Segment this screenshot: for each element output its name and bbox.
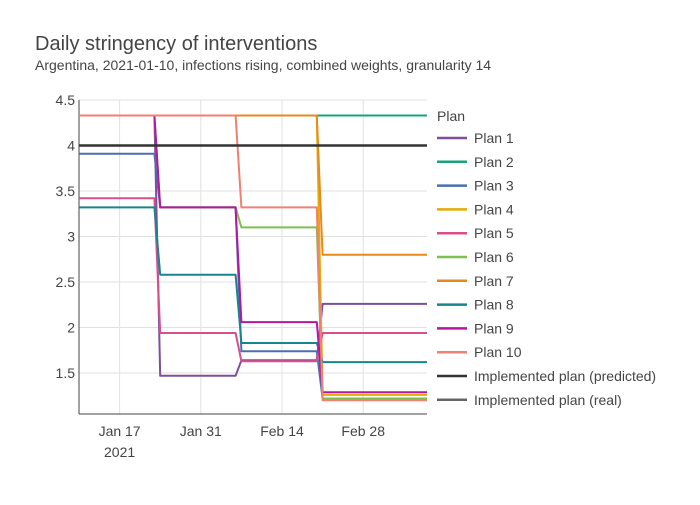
y-tick-label: 2.5 — [56, 274, 76, 290]
legend-label: Plan 4 — [474, 201, 514, 217]
series-line — [79, 114, 427, 402]
legend-label: Plan 10 — [474, 344, 522, 360]
legend: Plan Plan 1 Plan 2 Plan 3 Plan 4 Plan 5 Plan 6… — [437, 108, 656, 408]
legend-label: Implemented plan (predicted) — [474, 368, 656, 384]
legend-label: Plan 3 — [474, 178, 514, 194]
legend-label: Plan 6 — [474, 249, 514, 265]
series-layer — [79, 114, 427, 402]
y-tick-label: 1.5 — [56, 365, 76, 381]
legend-label: Plan 1 — [474, 130, 514, 146]
y-tick-label: 3.5 — [56, 183, 76, 199]
x-tick-label: Jan 17 — [99, 423, 141, 439]
legend-title: Plan — [437, 108, 465, 124]
y-tick-label: 2 — [67, 320, 75, 336]
chart-subtitle: Argentina, 2021-01-10, infections rising… — [35, 57, 491, 73]
x-tick-label: Jan 31 — [180, 423, 222, 439]
y-tick-label: 4.5 — [56, 92, 76, 108]
x-tick-label: Feb 14 — [260, 423, 304, 439]
chart-title: Daily stringency of interventions — [35, 33, 317, 55]
legend-label: Plan 5 — [474, 225, 514, 241]
y-tick-label: 3 — [67, 229, 75, 245]
legend-label: Plan 7 — [474, 273, 514, 289]
x-tick-sublabel: 2021 — [104, 444, 135, 460]
legend-label: Implemented plan (real) — [474, 392, 622, 408]
x-tick-label: Feb 28 — [341, 423, 385, 439]
legend-label: Plan 2 — [474, 154, 514, 170]
legend-label: Plan 8 — [474, 297, 514, 313]
legend-label: Plan 9 — [474, 320, 514, 336]
axis-layer: 1.5 2 2.5 3 3.5 4 4.5 Jan 17 2021 Jan 31 Feb 14 Feb… — [56, 92, 427, 460]
y-tick-label: 4 — [67, 138, 75, 154]
